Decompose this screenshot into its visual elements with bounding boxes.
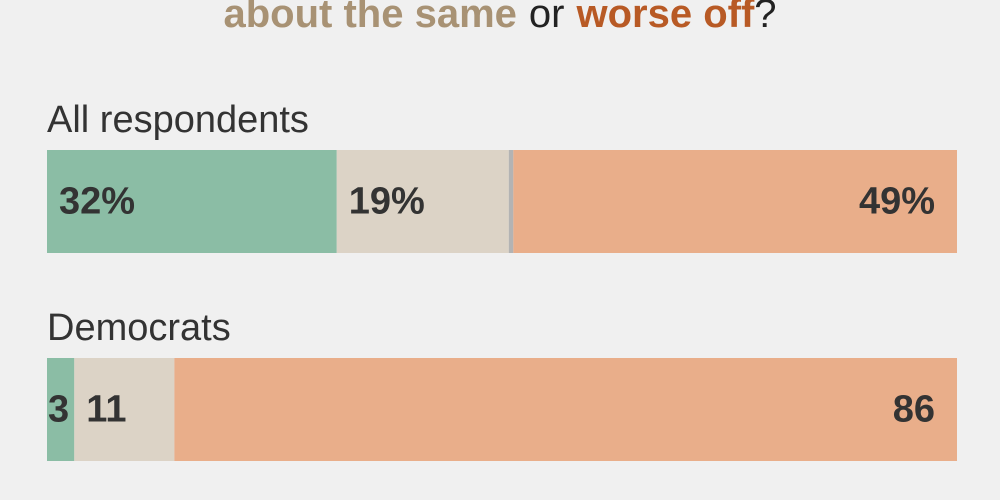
value-label: 49%	[859, 181, 935, 223]
value-label: 3	[48, 389, 69, 431]
bar-segment	[47, 150, 337, 253]
value-label: 86	[893, 389, 935, 431]
title-part: about the same	[223, 0, 517, 36]
bar-segment	[513, 150, 957, 253]
title-part: worse off	[576, 0, 755, 36]
value-label: 32%	[59, 181, 135, 223]
row-label: All respondents	[47, 99, 309, 141]
bar-segment	[74, 358, 175, 461]
bar-segment	[174, 358, 957, 461]
title-part: or	[528, 0, 565, 36]
bar-segment	[47, 358, 75, 461]
chart-title: about the same or worse off?	[0, 0, 1000, 37]
bar-segment	[336, 150, 509, 253]
row-label: Democrats	[47, 307, 231, 349]
value-label: 11	[86, 389, 126, 431]
value-label: 19%	[349, 181, 425, 223]
title-part: ?	[754, 0, 777, 36]
bar-segment	[508, 150, 514, 253]
